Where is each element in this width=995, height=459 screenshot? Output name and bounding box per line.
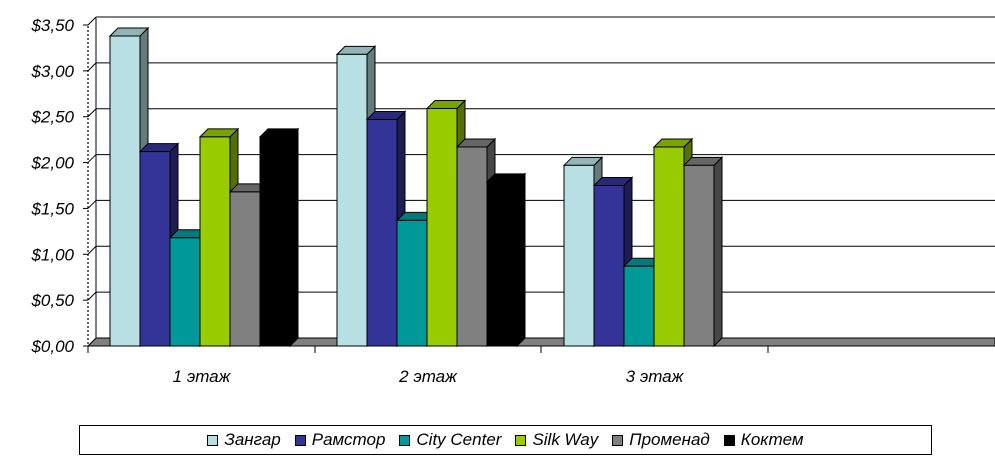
y-tick-label: $3,00 — [30, 62, 74, 81]
bar — [258, 127, 300, 348]
x-category-label: 2 этаж — [398, 367, 458, 386]
gridline-depth — [87, 291, 97, 301]
bar-front — [366, 118, 398, 347]
legend-label: Зангар — [224, 430, 281, 449]
x-category-label: 3 этаж — [626, 367, 685, 386]
bar-chart: $0,00 $0,50 $1,00 $1,50 $2,00 $2,50 $3,00 $3,50… — [30, 16, 995, 386]
gridline-depth — [87, 108, 97, 118]
legend-swatch — [399, 434, 411, 446]
bar-side — [516, 172, 526, 348]
bar-side — [713, 156, 723, 348]
legend: Зангар Рамстор City Center Silk Way Променад… — [79, 425, 932, 455]
legend-swatch — [515, 434, 527, 446]
legend-swatch — [723, 434, 735, 446]
gridline-depth — [87, 245, 97, 255]
bar-front — [336, 53, 368, 347]
bar-front — [229, 191, 261, 347]
y-tick-label: $0,00 — [30, 337, 74, 356]
bar-front — [593, 185, 625, 347]
legend-swatch — [612, 434, 624, 446]
bar-front — [396, 219, 428, 347]
bar-front — [486, 181, 518, 347]
gridline-depth — [87, 154, 97, 163]
y-tick-label: $1,50 — [30, 199, 74, 218]
x-category-label: 1 этаж — [173, 367, 232, 386]
y-tick-label: $3,50 — [30, 16, 74, 35]
legend-item: Зангар — [207, 430, 281, 450]
x-axis-categories: 1 этаж 2 этаж 3 этаж — [87, 346, 769, 386]
legend-item: Silk Way — [515, 430, 598, 450]
y-axis-ticks: $0,00 $0,50 $1,00 $1,50 $2,00 $2,50 $3,00 $3,50 — [30, 16, 88, 356]
gridline-depth — [87, 200, 97, 209]
legend-item: Коктем — [723, 430, 804, 450]
y-tick-label: $0,50 — [30, 291, 74, 310]
bar — [485, 172, 527, 348]
bar-front — [563, 164, 595, 347]
legend-label: Коктем — [740, 430, 804, 449]
bar-front — [653, 146, 685, 347]
bars — [108, 26, 724, 348]
bar-front — [426, 107, 458, 347]
bar-front — [683, 164, 715, 347]
legend-item: City Center — [399, 430, 501, 450]
bar-front — [199, 136, 231, 347]
bar-front — [623, 265, 655, 347]
bar-front — [456, 146, 488, 347]
bar-front — [169, 237, 201, 347]
y-tick-label: $2,00 — [30, 154, 74, 173]
legend-label: Променад — [629, 430, 710, 449]
y-tick-label: $2,50 — [30, 108, 74, 127]
legend-swatch — [207, 434, 219, 446]
bar — [682, 156, 724, 348]
bar-front — [139, 151, 171, 347]
legend-swatch — [294, 434, 306, 446]
y-tick-label: $1,00 — [30, 245, 74, 264]
gridline-depth — [87, 62, 97, 72]
bar-front — [259, 136, 291, 347]
gridline-depth — [87, 16, 97, 26]
legend-label: Рамстор — [311, 430, 386, 449]
legend-item: Рамстор — [294, 430, 386, 450]
legend-label: Silk Way — [532, 430, 599, 449]
legend-item: Променад — [612, 430, 710, 450]
bar-front — [109, 35, 141, 347]
bar-side — [289, 127, 299, 348]
legend-label: City Center — [416, 430, 502, 449]
